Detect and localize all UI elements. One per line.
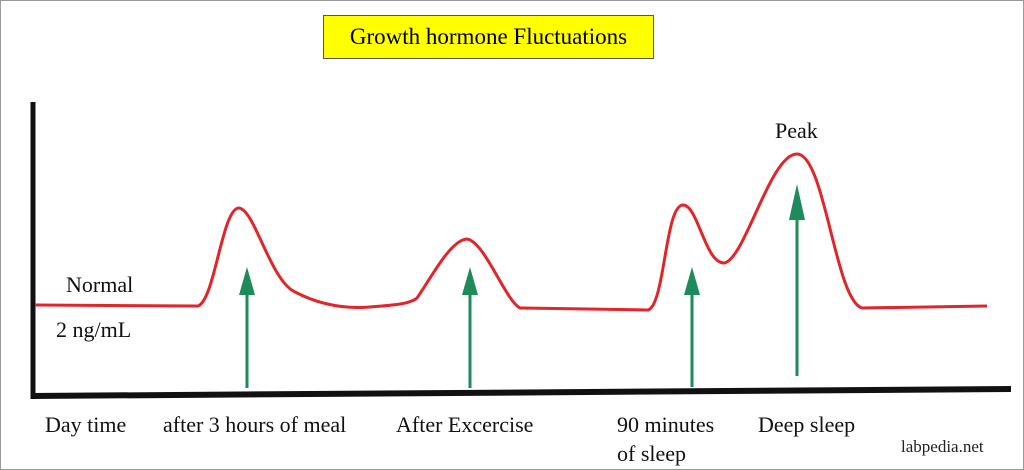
diagram-title: Growth hormone Fluctuations <box>323 15 654 59</box>
arrow-90-minutes-sleep <box>684 267 700 387</box>
normal-label: Normal <box>66 272 134 297</box>
arrow-exercise <box>462 267 478 388</box>
x-axis <box>30 386 1012 399</box>
event-label-90-minutes: 90 minutes <box>617 412 715 437</box>
arrow-meal <box>239 267 255 388</box>
event-label-exercise: After Excercise <box>396 412 534 437</box>
peak-label: Peak <box>775 118 818 143</box>
event-label-of-sleep: of sleep <box>617 441 687 466</box>
title-text: Growth hormone Fluctuations <box>349 24 628 49</box>
baseline-value-label: 2 ng/mL <box>56 317 132 342</box>
arrow-deep-sleep <box>789 184 805 376</box>
event-label-day-time: Day time <box>45 412 127 437</box>
watermark: labpedia.net <box>901 437 984 456</box>
hormone-curve <box>34 152 988 312</box>
event-label-deep-sleep: Deep sleep <box>758 412 856 437</box>
event-label-meal: after 3 hours of meal <box>163 412 347 437</box>
